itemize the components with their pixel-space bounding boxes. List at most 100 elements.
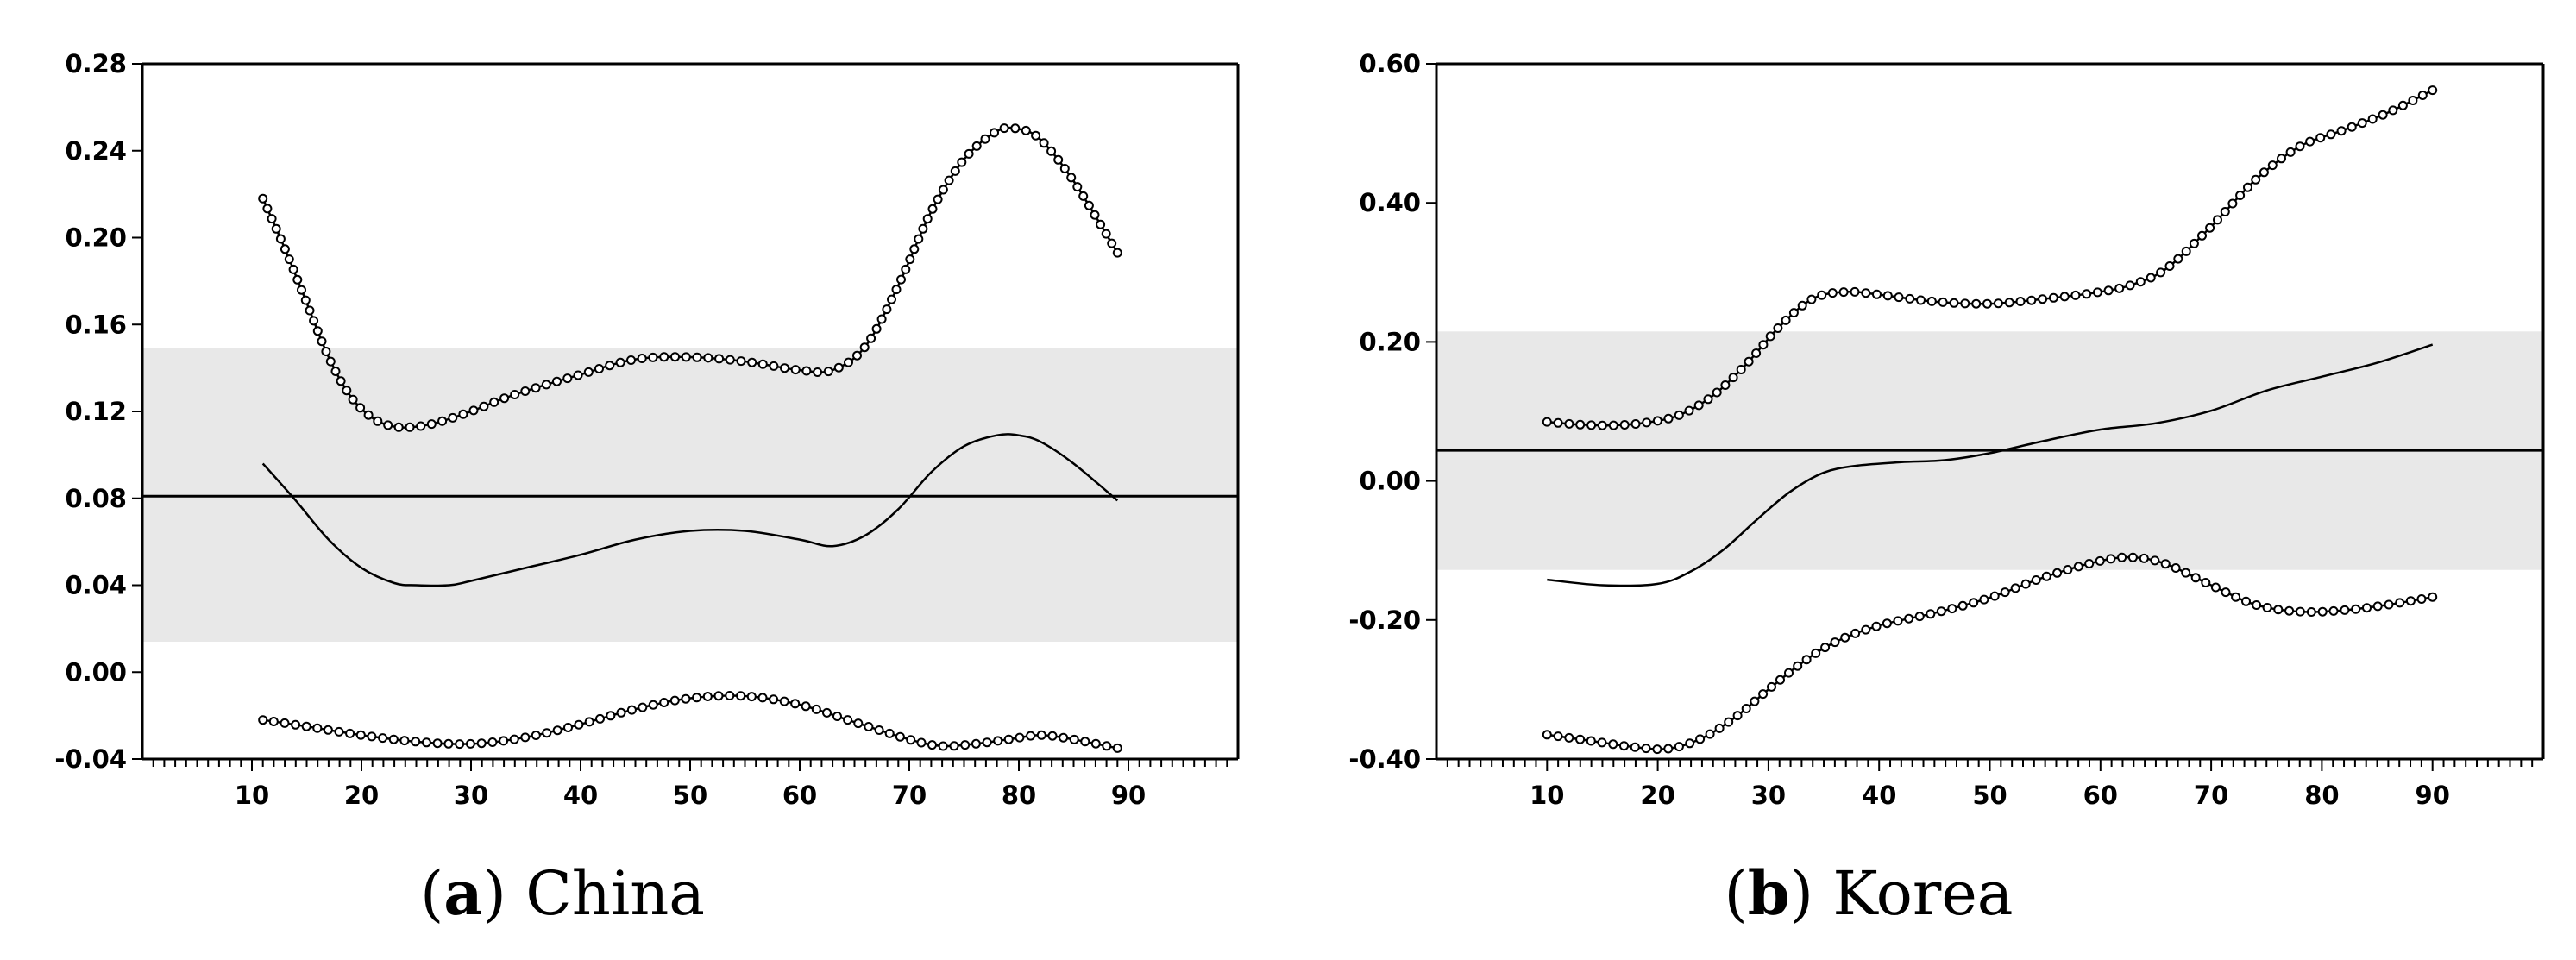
series-lower-marker-a: [779, 696, 789, 706]
series-lower-marker-b: [1793, 661, 1803, 671]
series-upper-marker-a: [714, 354, 725, 364]
series-upper-marker-a: [1059, 164, 1070, 173]
series-upper-marker-a: [648, 352, 658, 362]
series-lower-marker-b: [1619, 741, 1629, 751]
series-upper-marker-a: [833, 362, 844, 373]
series-lower-marker-b: [2031, 575, 2041, 585]
series-upper-marker-a: [531, 383, 541, 393]
series-upper-marker-a: [938, 185, 948, 195]
series-upper-marker-b: [1781, 315, 1791, 325]
series-lower-marker-a: [1069, 734, 1079, 744]
series-lower-marker-a: [874, 725, 884, 735]
series-lower-marker-a: [822, 707, 832, 718]
x-tick-label-b: 50: [1972, 781, 2007, 810]
series-upper-marker-b: [1652, 416, 1662, 426]
series-upper-marker-a: [552, 376, 562, 386]
series-lower-marker-a: [411, 737, 421, 747]
series-upper-marker-b: [2082, 289, 2092, 299]
series-upper-marker-a: [312, 326, 323, 336]
series-upper-marker-a: [1078, 191, 1089, 201]
y-tick-label-b: 0.40: [1359, 188, 1421, 217]
series-lower-marker-a: [725, 691, 735, 700]
series-upper-marker-b: [2220, 207, 2230, 216]
series-upper-marker-a: [944, 175, 954, 185]
series-upper-marker-b: [2417, 91, 2428, 100]
series-upper-marker-b: [1758, 340, 1769, 350]
series-lower-line-b: [1547, 555, 2433, 750]
series-lower-marker-b: [1871, 621, 1882, 631]
series-upper-marker-b: [1916, 295, 1926, 305]
series-lower-marker-a: [949, 741, 959, 751]
series-upper-marker-b: [2015, 297, 2026, 306]
series-lower-marker-a: [736, 691, 746, 701]
series-lower-marker-a: [421, 737, 431, 748]
series-upper-marker-a: [583, 367, 594, 377]
series-upper-marker-b: [1728, 373, 1738, 383]
x-tick-label-a: 70: [892, 781, 927, 810]
series-lower-marker-a: [702, 692, 713, 701]
x-tick-label-a: 50: [673, 781, 707, 810]
series-lower-marker-b: [1695, 734, 1706, 744]
series-upper-marker-a: [426, 419, 437, 430]
series-lower-marker-a: [960, 740, 971, 750]
series-upper-marker-b: [1608, 420, 1618, 430]
series-upper-marker-b: [2125, 280, 2135, 291]
series-lower-marker-a: [638, 702, 648, 712]
series-upper-marker-a: [918, 223, 928, 234]
series-lower-marker-b: [2241, 596, 2251, 606]
series-upper-marker-b: [2092, 287, 2102, 298]
series-upper-marker-a: [541, 380, 551, 390]
series-lower-marker-b: [1882, 618, 1892, 629]
series-upper-marker-a: [757, 359, 768, 369]
series-lower-marker-b: [2328, 605, 2339, 616]
series-lower-marker-a: [692, 693, 702, 703]
series-lower-marker-a: [280, 718, 290, 728]
series-lower-marker-b: [1586, 736, 1596, 746]
series-upper-marker-a: [499, 393, 510, 404]
series-upper-marker-b: [1712, 387, 1722, 398]
series-upper-marker-b: [2038, 294, 2048, 304]
series-lower-marker-a: [443, 738, 454, 749]
series-lower-marker-b: [2273, 605, 2284, 615]
series-lower-marker-a: [542, 728, 552, 738]
series-lower-marker-b: [2117, 552, 2127, 562]
series-upper-marker-b: [2114, 283, 2125, 293]
x-tick-label-a: 30: [454, 781, 488, 810]
series-lower-marker-a: [465, 738, 475, 749]
series-lower-marker-a: [499, 736, 509, 746]
y-tick-label-a: 0.12: [65, 397, 127, 426]
series-upper-marker-a: [980, 134, 990, 144]
series-upper-marker-a: [520, 386, 531, 396]
series-lower-marker-b: [1663, 744, 1674, 754]
series-upper-marker-b: [2378, 110, 2388, 120]
series-lower-marker-a: [1003, 734, 1014, 744]
series-upper-marker-b: [2285, 147, 2296, 157]
series-lower-marker-a: [563, 723, 573, 732]
series-upper-marker-a: [670, 352, 680, 362]
series-lower-marker-a: [388, 734, 399, 744]
x-tick-label-a: 20: [344, 781, 379, 810]
y-tick-label-a: 0.24: [65, 136, 127, 166]
series-estimate-line-b: [1547, 343, 2434, 587]
series-lower-marker-a: [982, 737, 992, 748]
series-upper-marker-b: [2347, 122, 2357, 132]
series-lower-marker-b: [1674, 742, 1684, 752]
series-upper-marker-a: [971, 141, 982, 151]
series-lower-marker-a: [769, 694, 779, 705]
series-upper-marker-a: [909, 244, 920, 254]
series-upper-marker-a: [922, 214, 933, 224]
series-lower-marker-b: [1758, 689, 1769, 700]
series-lower-marker-a: [334, 726, 344, 737]
series-upper-marker-a: [659, 352, 669, 362]
series-upper-marker-b: [2235, 191, 2246, 200]
series-upper-marker-a: [1021, 125, 1031, 135]
series-upper-marker-b: [2227, 198, 2238, 209]
series-lower-marker-b: [2317, 606, 2328, 617]
series-lower-marker-a: [1047, 731, 1058, 741]
series-upper-marker-b: [2336, 126, 2347, 136]
x-tick-label-b: 80: [2304, 781, 2339, 810]
y-tick-label-b: 0.60: [1359, 49, 1421, 78]
series-upper-marker-a: [990, 128, 999, 138]
y-tick-label-b: 0.20: [1359, 327, 1421, 356]
series-lower-marker-b: [2372, 601, 2383, 612]
